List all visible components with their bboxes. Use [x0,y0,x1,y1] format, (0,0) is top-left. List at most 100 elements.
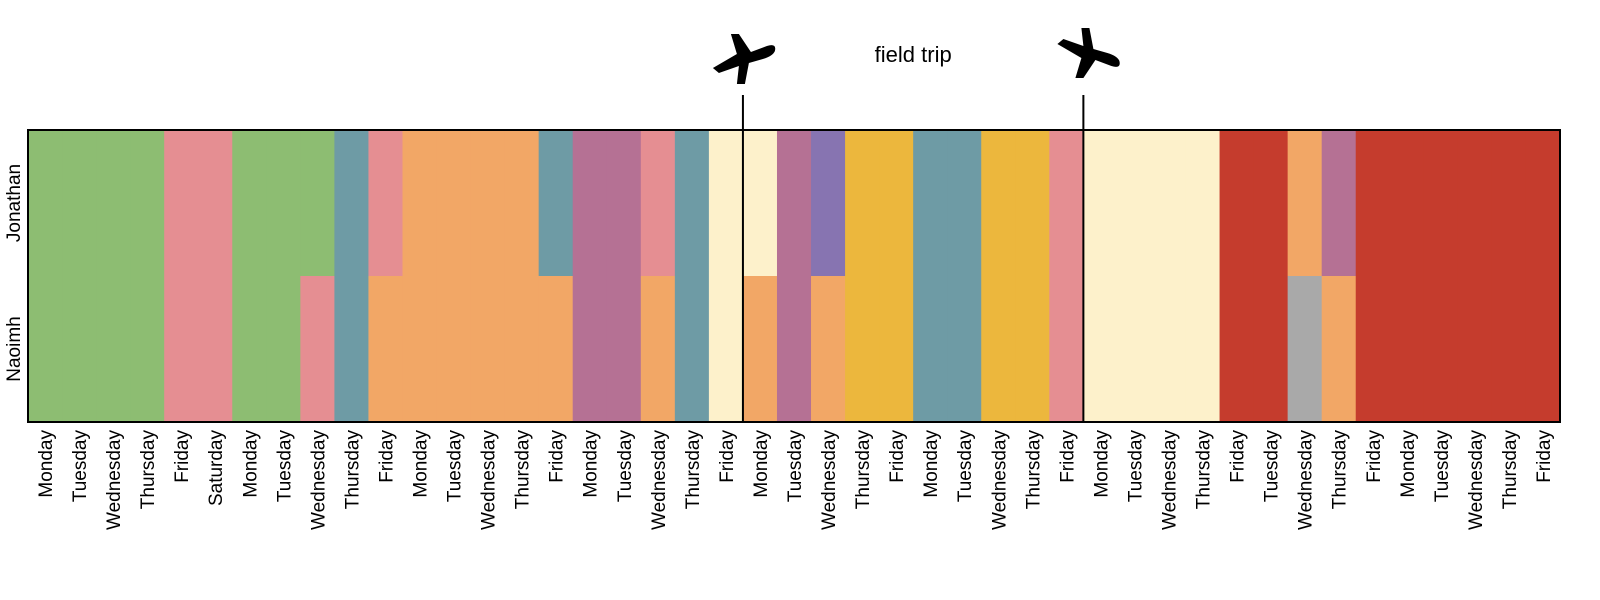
heatmap-cell-jonathan-21 [742,130,778,277]
heatmap-cell-jonathan-30 [1049,130,1084,277]
day-label: Friday [172,430,193,483]
day-label: Thursday [1023,430,1044,510]
day-label: Tuesday [615,430,636,503]
heatmap-cell-naoimh-12 [436,276,472,423]
heatmap-cell-jonathan-15 [538,130,574,277]
heatmap-cell-naoimh-34 [1185,276,1221,423]
heatmap-cell-naoimh-18 [640,276,676,423]
heatmap-cell-naoimh-23 [811,276,846,423]
day-label: Wednesday [1296,430,1317,530]
heatmap-cell-naoimh-28 [981,276,1016,423]
day-label: Tuesday [445,430,466,503]
heatmap-cell-naoimh-33 [1151,276,1187,423]
heatmap-cell-naoimh-7 [266,276,301,423]
heatmap-cell-naoimh-3 [130,276,165,423]
heatmap-cell-jonathan-6 [232,130,267,277]
day-label: Tuesday [1125,430,1146,503]
heatmap-cell-jonathan-9 [334,130,370,277]
heatmap-cell-jonathan-16 [572,130,608,277]
heatmap-cell-naoimh-6 [232,276,267,423]
heatmap-cell-jonathan-10 [368,130,404,277]
heatmap-cell-naoimh-17 [606,276,642,423]
day-label: Monday [581,430,602,498]
heatmap-cell-jonathan-41 [1423,130,1459,277]
heatmap-cell-naoimh-32 [1117,276,1153,423]
heatmap-cell-naoimh-9 [334,276,370,423]
heatmap-cell-naoimh-5 [198,276,233,423]
heatmap-cell-naoimh-4 [164,276,199,423]
heatmap-cell-naoimh-38 [1321,276,1357,423]
heatmap-cell-jonathan-42 [1457,130,1493,277]
heatmap-cell-jonathan-23 [811,130,846,277]
airplane-icon [1057,28,1120,78]
day-label: Tuesday [955,430,976,503]
day-label: Monday [1398,430,1419,498]
day-labels: Monday Tuesday Wednesday Thursday Friday Satu… [36,430,1555,530]
heatmap-cell-jonathan-34 [1185,130,1221,277]
heatmap-cell-naoimh-2 [96,276,131,423]
day-label: Thursday [1500,430,1521,510]
day-label: Friday [1364,430,1385,483]
heatmap-cell-naoimh-15 [538,276,574,423]
heatmap-cell-naoimh-29 [1015,276,1050,423]
day-label: Tuesday [70,430,91,503]
heatmap-cell-naoimh-10 [368,276,404,423]
heatmap-cell-naoimh-25 [879,276,914,423]
day-label: Friday [1534,430,1555,483]
heatmap-cell-jonathan-8 [300,130,335,277]
heatmap-cell-naoimh-26 [913,276,948,423]
day-label: Monday [1091,430,1112,498]
heatmap-cell-jonathan-2 [96,130,131,277]
heatmap-cell-naoimh-35 [1219,276,1255,423]
day-label: Friday [1057,430,1078,483]
heatmap-cell-jonathan-40 [1389,130,1425,277]
airplane-icon [712,34,776,84]
row-label-jonathan: Jonathan [4,164,25,242]
day-label: Saturday [206,430,227,507]
day-label: Friday [1228,430,1249,483]
heatmap-cell-jonathan-12 [436,130,472,277]
heatmap-cell-jonathan-4 [164,130,199,277]
heatmap-cell-naoimh-44 [1525,276,1561,423]
heatmap-cell-naoimh-16 [572,276,608,423]
heatmap-cell-jonathan-1 [62,130,97,277]
heatmap-cell-jonathan-31 [1083,130,1119,277]
heatmap-cell-naoimh-14 [504,276,540,423]
heatmap-cell-jonathan-27 [947,130,982,277]
day-label: Friday [887,430,908,483]
day-label: Friday [547,430,568,483]
day-label: Thursday [342,430,363,510]
heatmap-cell-jonathan-13 [470,130,506,277]
heatmap-cell-naoimh-13 [470,276,506,423]
day-label: Monday [411,430,432,498]
heatmap-cell-jonathan-39 [1355,130,1391,277]
heatmap-cell-jonathan-7 [266,130,301,277]
heatmap-cell-jonathan-35 [1219,130,1255,277]
day-label: Wednesday [819,430,840,530]
heatmap-cell-naoimh-19 [674,276,710,423]
heatmap-cell-jonathan-37 [1287,130,1323,277]
heatmap-cell-naoimh-30 [1049,276,1084,423]
heatmap-cell-naoimh-31 [1083,276,1119,423]
day-label: Wednesday [649,430,670,530]
day-label: Wednesday [1466,430,1487,530]
day-label: Thursday [683,430,704,510]
day-label: Friday [717,430,738,483]
row-label-naoimh: Naoimh [4,316,25,381]
day-label: Monday [921,430,942,498]
heatmap-cell-naoimh-24 [845,276,880,423]
heatmap-cell-jonathan-26 [913,130,948,277]
day-label: Wednesday [1160,430,1181,530]
heatmap-cell-jonathan-36 [1253,130,1289,277]
heatmap-cell-jonathan-20 [708,130,744,277]
heatmap-cell-naoimh-21 [742,276,778,423]
day-label: Wednesday [308,430,329,530]
day-label: Monday [36,430,57,498]
heatmap-cell-jonathan-19 [674,130,710,277]
heatmap-cell-naoimh-43 [1491,276,1527,423]
day-label: Tuesday [785,430,806,503]
day-label: Wednesday [104,430,125,530]
heatmap-cell-naoimh-11 [402,276,438,423]
day-label: Friday [377,430,398,483]
